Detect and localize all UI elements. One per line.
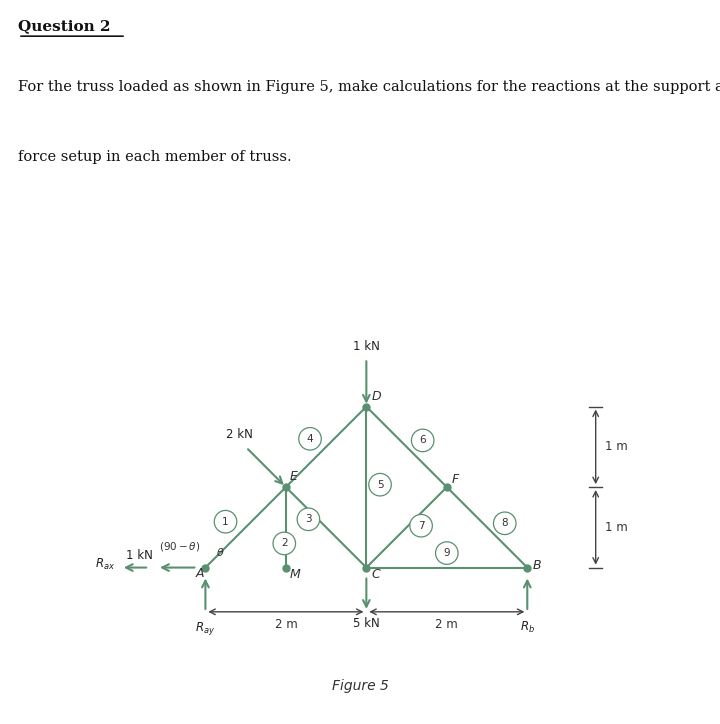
Circle shape	[436, 542, 458, 564]
Circle shape	[299, 428, 321, 450]
Text: 8: 8	[501, 518, 508, 529]
Text: B: B	[533, 559, 541, 571]
Text: 7: 7	[418, 521, 424, 531]
Text: $\theta$: $\theta$	[216, 547, 225, 558]
Text: 6: 6	[419, 435, 426, 445]
Text: For the truss loaded as shown in Figure 5, make calculations for the reactions a: For the truss loaded as shown in Figure …	[18, 80, 720, 94]
Text: E: E	[290, 470, 298, 483]
Text: A: A	[196, 567, 204, 580]
Circle shape	[369, 473, 391, 496]
Circle shape	[410, 515, 432, 537]
Text: 5: 5	[377, 480, 383, 489]
Text: 1: 1	[222, 517, 229, 526]
Circle shape	[273, 532, 295, 555]
Text: force setup in each member of truss.: force setup in each member of truss.	[18, 150, 292, 164]
Circle shape	[297, 508, 320, 531]
Text: 4: 4	[307, 434, 313, 444]
Text: 2: 2	[281, 539, 287, 548]
Text: 1 kN: 1 kN	[126, 549, 153, 562]
Circle shape	[215, 510, 237, 533]
Text: Question 2: Question 2	[18, 19, 110, 33]
Text: $R_{ax}$: $R_{ax}$	[95, 557, 115, 572]
Circle shape	[411, 429, 434, 452]
Text: 5 kN: 5 kN	[353, 618, 379, 631]
Text: 3: 3	[305, 514, 312, 524]
Text: 1 m: 1 m	[606, 521, 628, 534]
Text: D: D	[372, 390, 381, 403]
Text: $(90-\theta)$: $(90-\theta)$	[158, 539, 200, 552]
Text: Figure 5: Figure 5	[332, 678, 388, 693]
Text: $R_{ay}$: $R_{ay}$	[195, 620, 215, 637]
Text: 1 m: 1 m	[606, 440, 628, 453]
Text: 2 kN: 2 kN	[226, 428, 253, 441]
Text: 1 kN: 1 kN	[353, 340, 379, 353]
Text: 2 m: 2 m	[274, 618, 297, 631]
Text: M: M	[290, 568, 301, 581]
Circle shape	[493, 512, 516, 534]
Text: $R_b$: $R_b$	[520, 620, 535, 635]
Text: F: F	[451, 473, 459, 487]
Text: C: C	[372, 568, 380, 581]
Text: 9: 9	[444, 548, 450, 558]
Text: 2 m: 2 m	[436, 618, 458, 631]
